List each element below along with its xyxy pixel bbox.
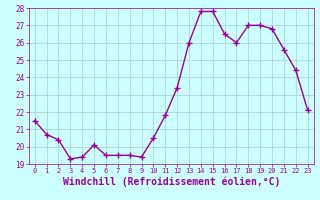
X-axis label: Windchill (Refroidissement éolien,°C): Windchill (Refroidissement éolien,°C) [62,177,280,187]
